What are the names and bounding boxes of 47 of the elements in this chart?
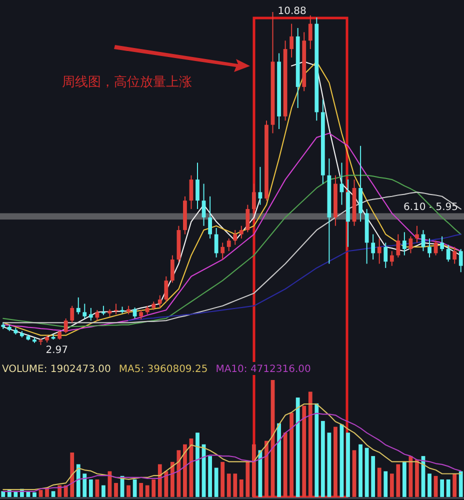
candlestick — [82, 303, 87, 319]
candlestick — [415, 225, 419, 244]
annotation: 10.88 — [278, 6, 306, 17]
candlestick — [214, 227, 218, 258]
text: MA10: 4712316.00 — [216, 364, 311, 375]
candlestick — [233, 230, 238, 246]
candlestick — [452, 246, 457, 264]
candlestick — [139, 310, 144, 320]
text: VOLUME: 1902473.00 — [2, 364, 111, 375]
candlestick — [402, 232, 406, 256]
text: MA5: 3960809.25 — [118, 364, 208, 375]
candlestick — [95, 310, 100, 322]
text: 周线图，高位放量上涨 — [62, 74, 192, 90]
candlestick — [76, 296, 80, 315]
candlestick — [290, 23, 294, 58]
candlestick — [70, 305, 74, 324]
candlestick — [396, 234, 400, 258]
candlestick — [196, 162, 200, 210]
candlestick — [384, 242, 388, 268]
candlestick — [88, 307, 93, 322]
candlestick — [458, 248, 463, 273]
candlestick — [239, 225, 244, 239]
candlestick — [114, 303, 118, 315]
candlestick — [377, 238, 382, 264]
candlestick — [208, 196, 212, 239]
candlestick — [220, 242, 225, 260]
candlestick — [170, 254, 174, 284]
candlestick — [446, 244, 450, 262]
candlestick — [371, 234, 376, 260]
candlestick — [390, 250, 394, 266]
candlestick — [158, 294, 162, 308]
candlestick — [258, 166, 262, 206]
candlestick — [308, 14, 312, 50]
candlestick — [102, 305, 106, 316]
candlestick — [202, 183, 206, 226]
candlestick — [226, 238, 231, 252]
candlestick — [252, 183, 256, 214]
candlestick — [440, 236, 444, 252]
annotation: 2.97 — [46, 345, 68, 356]
candlestick — [434, 240, 438, 256]
candlestick — [164, 276, 168, 302]
candlestick — [428, 238, 432, 258]
candlestick — [64, 318, 68, 334]
candlestick — [408, 236, 413, 254]
candlestick — [246, 204, 250, 233]
candlestick — [132, 307, 137, 319]
candlestick — [189, 174, 194, 210]
